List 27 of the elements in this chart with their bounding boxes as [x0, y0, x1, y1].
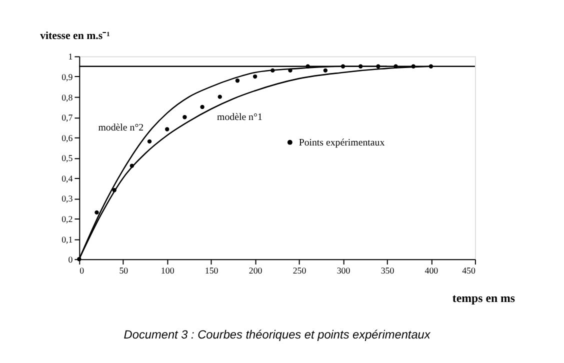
y-tick-label: 0,5	[62, 153, 74, 164]
y-axis-title: vitesse en m.s⁻¹	[40, 30, 110, 42]
x-tick-label: 350	[380, 265, 395, 276]
x-tick-label: 100	[160, 265, 175, 276]
x-tick-label: 450	[462, 265, 476, 276]
x-tick-label: 300	[336, 265, 351, 276]
series-label: modèle n°2	[98, 122, 144, 134]
y-tick-label: 0,7	[62, 112, 74, 123]
y-tick-label: 0,4	[62, 173, 74, 184]
x-tick-label: 150	[204, 265, 219, 276]
text: Document 3 : Courbes théoriques et points expérimentaux	[124, 327, 432, 342]
legend-label: Points expérimentaux	[298, 137, 385, 148]
y-tick-label: 0,8	[62, 92, 74, 102]
x-tick-label: 250	[292, 265, 307, 276]
series-label: modèle n°1	[217, 112, 262, 123]
y-tick-label: 0	[68, 254, 74, 265]
y-tick-label: 0,6	[62, 132, 74, 143]
y-tick-label: 1	[68, 52, 73, 62]
y-tick-label: 0,9	[62, 72, 74, 82]
y-tick-label: 0,3	[62, 194, 74, 204]
x-tick-label: 200	[248, 265, 263, 276]
y-tick-label: 0,2	[62, 214, 73, 224]
x-tick-label: 0	[80, 265, 85, 276]
x-tick-label: 400	[424, 265, 439, 276]
x-axis-title: temps en ms	[452, 291, 516, 306]
y-tick-label: 0,1	[62, 234, 73, 244]
x-tick-label: 50	[119, 265, 129, 276]
